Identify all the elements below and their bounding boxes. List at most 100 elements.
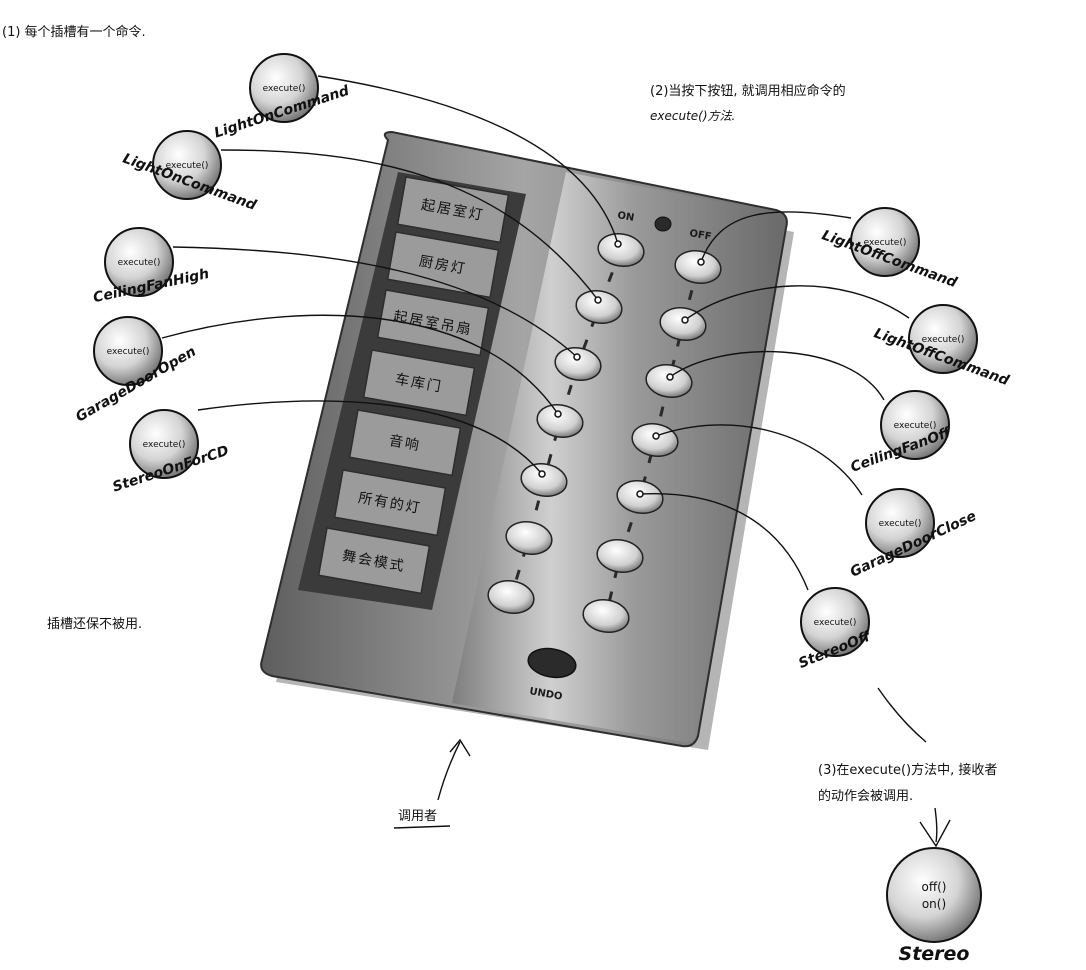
on-command-method: execute() <box>263 84 306 94</box>
wire-pin-8 <box>666 373 674 381</box>
on-wire-5 <box>197 400 543 475</box>
stereo-on-method: on() <box>922 897 946 911</box>
slot-label-5: 音响 <box>388 432 422 454</box>
on-button-7[interactable] <box>486 577 537 617</box>
off-button-4[interactable] <box>630 420 681 460</box>
wire-pin-4 <box>554 410 562 418</box>
off-wire-3 <box>669 351 885 401</box>
off-command-circle <box>850 207 920 277</box>
on-wire-1 <box>317 75 619 245</box>
wire-pin-5 <box>538 470 546 478</box>
on-command-circle <box>93 316 163 386</box>
receiver-arrow <box>934 807 938 843</box>
on-button-4[interactable] <box>535 401 586 441</box>
stereo-receiver: off() on() Stereo <box>886 847 982 965</box>
on-command-circle <box>249 53 319 123</box>
on-command-3: execute()CeilingFanHigh <box>92 227 211 306</box>
off-label: OFF <box>688 228 712 243</box>
invoker-arrow-head <box>449 738 471 757</box>
on-command-circle <box>104 227 174 297</box>
on-command-circle <box>129 409 199 479</box>
on-command-method: execute() <box>118 258 161 268</box>
on-command-method: execute() <box>107 347 150 357</box>
on-label: ON <box>616 210 635 224</box>
wire-pin-9 <box>652 432 660 440</box>
note3-leader <box>877 687 927 743</box>
invoker-arrow <box>437 741 461 801</box>
slot-plate-7: 舞会模式 <box>317 527 431 595</box>
invoker-label: 调用者 <box>398 809 437 824</box>
off-command-circle <box>865 488 935 558</box>
off-button-3[interactable] <box>644 361 695 401</box>
off-command-3: execute()CeilingFanOff <box>849 390 954 476</box>
off-wire-2 <box>684 285 910 321</box>
off-wire-5 <box>639 492 809 591</box>
note-unused-slots: 插槽还保不被用. <box>47 617 142 632</box>
off-command-5: execute()StereoOff <box>796 587 874 672</box>
off-command-circle <box>800 587 870 657</box>
on-command-2: execute()LightOnCommand <box>120 130 259 214</box>
off-button-7[interactable] <box>581 596 632 636</box>
connection-wires <box>161 75 910 591</box>
off-command-method: execute() <box>922 335 965 345</box>
note-receiver-action-line2: 的动作会被调用. <box>818 788 913 804</box>
stereo-receiver-circle <box>886 847 982 943</box>
on-command-1: execute()LightOnCommand <box>212 53 352 142</box>
note-button-pressed-line2: execute()方法. <box>650 109 735 123</box>
off-command-method: execute() <box>864 238 907 248</box>
on-command-method: execute() <box>143 440 186 450</box>
off-command-circle <box>908 304 978 374</box>
note-each-slot-has-command: (1) 每个插槽有一个命令. <box>2 24 146 40</box>
off-command-4: execute()GarageDoorClose <box>848 488 979 581</box>
slot-plate-face <box>386 231 500 299</box>
stereo-off-method: off() <box>922 880 947 894</box>
off-command-2: execute()LightOffCommand <box>872 304 1012 389</box>
off-button-2[interactable] <box>658 304 709 344</box>
wire-pin-10 <box>636 490 644 498</box>
on-button-2[interactable] <box>574 287 625 327</box>
on-wire-2 <box>220 149 599 301</box>
note-button-pressed-line1: (2)当按下按钮, 就调用相应命令的 <box>650 83 846 99</box>
off-button-6[interactable] <box>595 536 646 576</box>
on-wire-3 <box>172 246 578 358</box>
on-wire-4 <box>161 314 559 415</box>
wire-pin-2 <box>594 296 602 304</box>
undo-button[interactable] <box>526 645 578 681</box>
wire-pin-6 <box>697 258 705 266</box>
slot-plate-6: 所有的灯 <box>333 469 447 537</box>
off-wire-4 <box>655 424 863 496</box>
on-button-1[interactable] <box>596 230 647 270</box>
slot-plate-face <box>362 349 476 417</box>
indicator-light <box>654 216 672 232</box>
off-command-method: execute() <box>814 618 857 628</box>
switch-buttons-group <box>486 230 724 636</box>
slot-plate-face <box>317 527 431 595</box>
wire-pin-1 <box>614 240 622 248</box>
off-wire-1 <box>700 211 852 263</box>
off-command-1: execute()LightOffCommand <box>820 207 960 291</box>
slot-plate-5: 音响 <box>348 409 462 477</box>
on-button-5[interactable] <box>519 460 570 500</box>
slot-plate-1: 起居室灯 <box>396 176 510 244</box>
off-command-method: execute() <box>879 519 922 529</box>
slot-plate-face <box>396 176 510 244</box>
off-command-method: execute() <box>894 421 937 431</box>
on-button-3[interactable] <box>553 344 604 384</box>
on-button-6[interactable] <box>504 518 555 558</box>
on-command-method: execute() <box>166 161 209 171</box>
slot-plate-face <box>333 469 447 537</box>
on-command-5: execute()StereoOnForCD <box>111 409 231 496</box>
receiver-arrow-head <box>919 819 951 848</box>
off-button-1[interactable] <box>673 247 724 287</box>
slot-plate-face <box>348 409 462 477</box>
slot-plate-2: 厨房灯 <box>386 231 500 299</box>
off-command-circle <box>880 390 950 460</box>
on-command-circle <box>152 130 222 200</box>
slot-plate-4: 车库门 <box>362 349 476 417</box>
wire-pin-3 <box>573 353 581 361</box>
wire-pin-7 <box>681 316 689 324</box>
invoker-underline <box>393 825 451 829</box>
